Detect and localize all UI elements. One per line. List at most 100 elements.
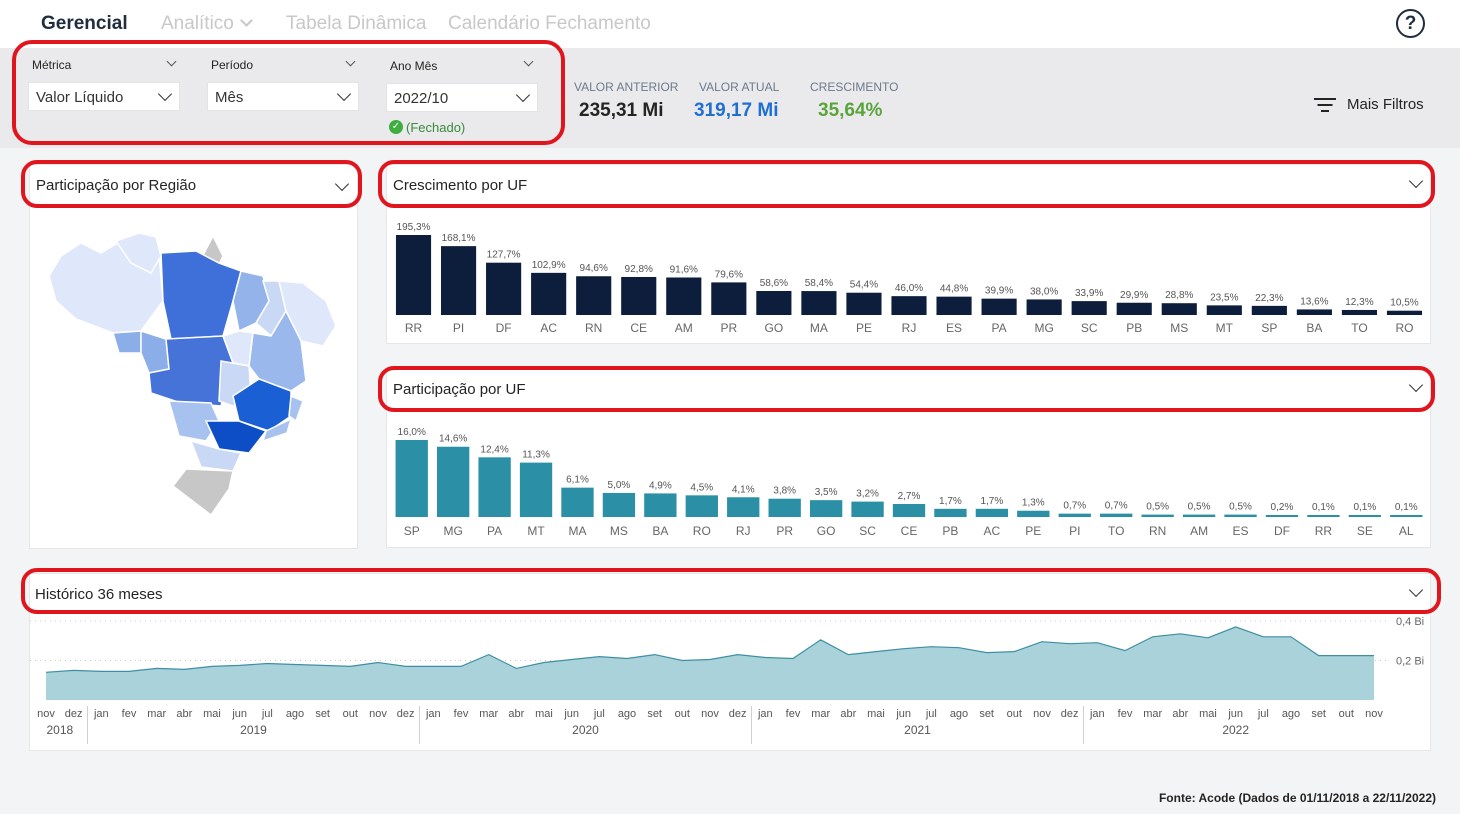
bar-category-label: MG [443,524,462,538]
chevron-down-icon [157,86,173,102]
bar-es [1224,514,1257,517]
map-state-rj [261,417,293,443]
question-circle-icon[interactable]: ? [1396,9,1425,38]
x-year-label: 2020 [572,723,599,737]
map-state-ba [248,309,307,392]
bar-am [666,277,702,315]
x-month-label: nov [701,708,719,720]
bar-category-label: PA [487,524,502,538]
more-filters-button[interactable]: Mais Filtros [1347,96,1424,113]
bar-value-label: 4,9% [649,480,672,491]
kpi-current-label: VALOR ATUAL [699,80,780,94]
bar-value-label: 91,6% [670,264,698,275]
bar-pe [846,292,882,315]
map-state-ac [112,330,142,354]
bar-category-label: SP [1261,321,1277,335]
x-month-label: set [1311,708,1326,720]
metric-value: Valor Líquido [36,89,124,106]
bar-value-label: 14,6% [439,434,467,445]
bar-value-label: 12,3% [1345,297,1373,308]
x-month-label: ago [286,708,304,720]
bar-mg [1026,299,1062,315]
bar-category-label: BA [1306,321,1322,335]
bar-category-label: AM [1190,524,1208,538]
bar-go [809,500,843,517]
bar-category-label: PE [856,321,872,335]
bar-rr [395,235,432,315]
tab-analitico-label: Analítico [161,13,234,34]
bar-value-label: 10,5% [1390,298,1418,309]
x-month-label: mar [147,708,166,720]
x-month-label: jan [1089,708,1105,720]
tab-analitico[interactable]: Analítico [161,13,253,35]
year-month-dropdown[interactable]: 2022/10 [386,83,538,112]
source-note: Fonte: Acode (Dados de 01/11/2018 a 22/1… [1158,791,1436,805]
bar-ro [685,495,718,517]
bar-category-label: ES [946,321,962,335]
x-month-label: fev [786,708,801,720]
tab-tabela-dinamica[interactable]: Tabela Dinâmica [286,13,427,34]
bar-value-label: 4,5% [690,482,713,493]
bar-pe [1017,510,1050,517]
bar-value-label: 0,1% [1353,502,1376,513]
tab-gerencial[interactable]: Gerencial [41,13,128,34]
period-dropdown[interactable]: Mês [207,82,359,111]
bar-am [1182,514,1216,517]
bar-value-label: 29,9% [1120,290,1148,301]
bar-pi [440,246,477,315]
bar-rr [1307,515,1340,517]
x-month-label: out [1339,708,1354,720]
x-month-label: set [315,708,330,720]
bar-sp [1251,305,1287,315]
x-month-label: abr [840,708,856,720]
bar-value-label: 11,3% [522,450,550,461]
bar-ac [975,508,1009,517]
share-uf-panel: 16,0% SP 14,6% MG 12,4% PA 11,3% MT 6,1% MA 5,0% MS… [386,368,1431,548]
bar-value-label: 16,0% [398,427,426,438]
metric-label: Métrica [32,58,72,72]
x-month-label: fev [122,708,137,720]
closed-status: (Fechado) [406,120,466,135]
region-panel-title: Participação por Região [36,177,197,194]
bar-category-label: RR [405,321,423,335]
x-month-label: jul [1257,708,1269,720]
bar-value-label: 92,8% [625,264,653,275]
bar-category-label: MS [610,524,628,538]
bar-ba [1296,309,1332,315]
history-line [45,626,1374,673]
x-month-label: abr [1172,708,1188,720]
bar-ma [561,487,594,517]
x-month-label: ago [1282,708,1300,720]
map-state-sul [171,468,234,517]
bar-category-label: MA [810,321,828,335]
bar-ce [621,276,657,315]
bar-value-label: 3,5% [815,487,838,498]
bar-category-label: SE [1357,524,1373,538]
x-month-label: out [343,708,358,720]
x-month-label: jun [895,708,911,720]
metric-dropdown[interactable]: Valor Líquido [28,82,180,111]
filter-lines-icon[interactable] [1313,97,1337,113]
x-month-label: jan [757,708,773,720]
x-year-label: 2019 [240,723,267,737]
bar-value-label: 168,1% [442,233,476,244]
x-month-label: out [675,708,690,720]
bar-value-label: 46,0% [895,283,923,294]
bar-to [1100,513,1133,517]
bar-value-label: 5,0% [608,480,631,491]
bar-pi [1058,513,1091,517]
chevron-down-icon [240,14,253,27]
bar-value-label: 127,7% [487,250,521,261]
bar-category-label: TO [1351,321,1367,335]
bar-category-label: SP [404,524,420,538]
x-month-label: mai [867,708,885,720]
bar-category-label: TO [1108,524,1124,538]
bar-rn [1141,514,1174,517]
bar-category-label: RJ [736,524,751,538]
tab-calendario-fechamento[interactable]: Calendário Fechamento [448,13,651,34]
map-state-es [288,394,304,423]
bar-category-label: PE [1025,524,1041,538]
x-month-label: abr [176,708,192,720]
x-month-label: nov [37,708,55,720]
bar-df [1265,515,1299,517]
